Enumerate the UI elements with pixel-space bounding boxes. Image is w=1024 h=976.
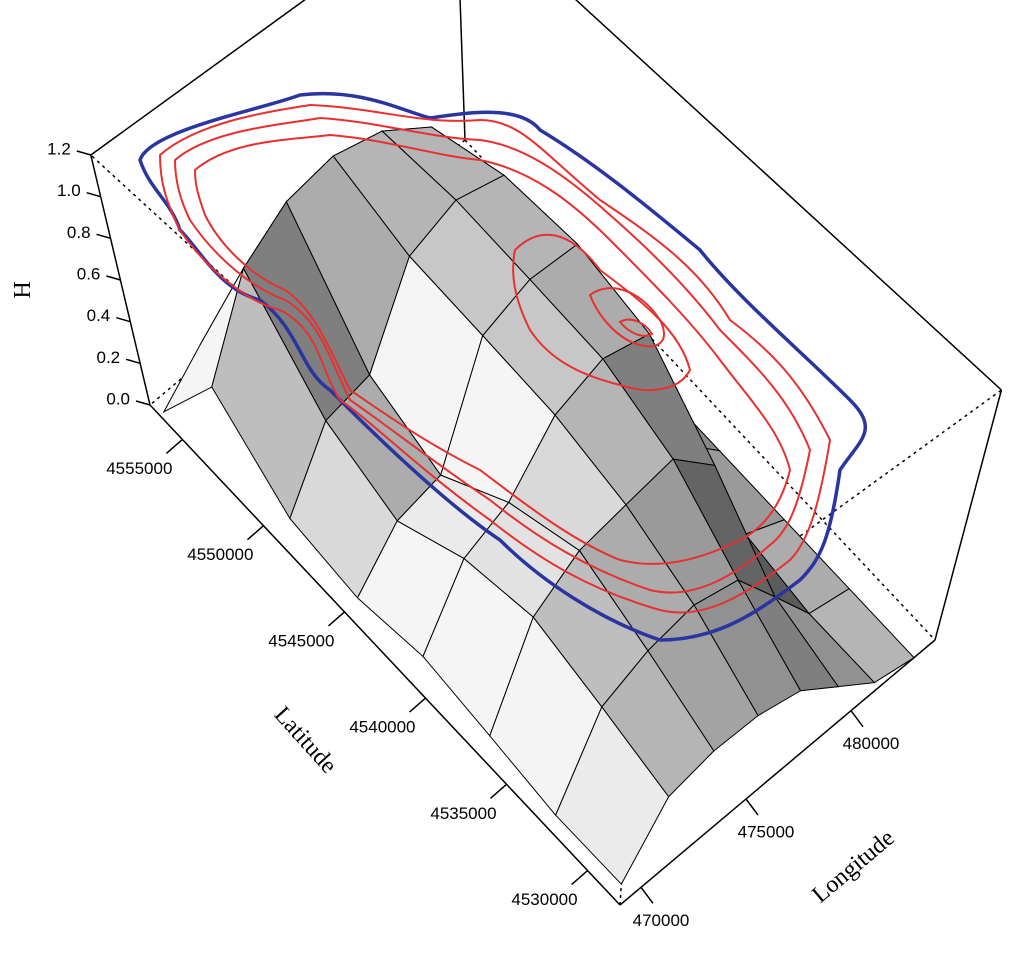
- contour: [158, 103, 832, 614]
- x-axis-label: Longitude: [807, 825, 899, 908]
- z-tick-label: 1.2: [47, 139, 71, 158]
- contour: [193, 133, 792, 565]
- contour: [173, 116, 812, 594]
- boundary: [138, 91, 868, 642]
- z-tick-label: 0.8: [67, 223, 91, 242]
- z-tick-label: 0.2: [96, 348, 120, 367]
- x-tick: [640, 886, 654, 904]
- contour: [588, 287, 665, 348]
- x-tick: [745, 798, 759, 816]
- box-edge: [90, 154, 637, 656]
- box-edge: [149, 404, 621, 906]
- z-tick: [116, 316, 131, 323]
- box-edge: [459, 0, 466, 141]
- surface: [162, 126, 915, 886]
- z-tick: [106, 275, 121, 281]
- x-tick-label: 475000: [738, 822, 795, 841]
- y-tick: [409, 697, 427, 713]
- z-tick: [96, 233, 111, 240]
- z-tick: [76, 150, 92, 156]
- z-tick-label: 0.4: [87, 306, 111, 325]
- y-tick-label: 4530000: [511, 890, 577, 909]
- contour: [512, 233, 692, 391]
- y-axis-label: Latitude: [269, 702, 342, 779]
- z-tick-label: 1.0: [57, 181, 81, 200]
- contour: [618, 318, 654, 337]
- y-tick: [246, 525, 264, 541]
- box-edge: [575, 0, 1002, 391]
- z-tick: [135, 400, 151, 406]
- z-axis-label: H: [10, 281, 36, 298]
- box-edge: [934, 389, 1003, 641]
- y-tick: [571, 869, 589, 886]
- x-tick-label: 470000: [633, 911, 690, 930]
- y-tick-label: 4555000: [106, 459, 172, 478]
- z-tick: [125, 358, 141, 365]
- y-tick-label: 4540000: [349, 718, 415, 737]
- z-tick: [86, 191, 101, 198]
- x-tick-label: 480000: [843, 734, 900, 753]
- x-tick: [850, 710, 864, 728]
- box-edge: [635, 389, 1002, 656]
- axes: 0.0 0.2 0.4 0.6 0.8 1.0 1.2 4530000 4535000 45400…: [47, 139, 1003, 930]
- contours: [138, 91, 868, 642]
- z-tick-label: 0.0: [106, 389, 130, 408]
- y-tick: [327, 611, 345, 627]
- y-tick-label: 4545000: [268, 631, 334, 650]
- y-tick-label: 4550000: [187, 545, 253, 564]
- surface-cell: [555, 705, 670, 886]
- box-edge: [619, 639, 936, 906]
- y-tick: [165, 438, 183, 455]
- y-tick: [490, 783, 508, 799]
- y-tick-label: 4535000: [430, 804, 496, 823]
- z-tick-label: 0.6: [77, 264, 101, 283]
- box-edge: [90, 0, 306, 156]
